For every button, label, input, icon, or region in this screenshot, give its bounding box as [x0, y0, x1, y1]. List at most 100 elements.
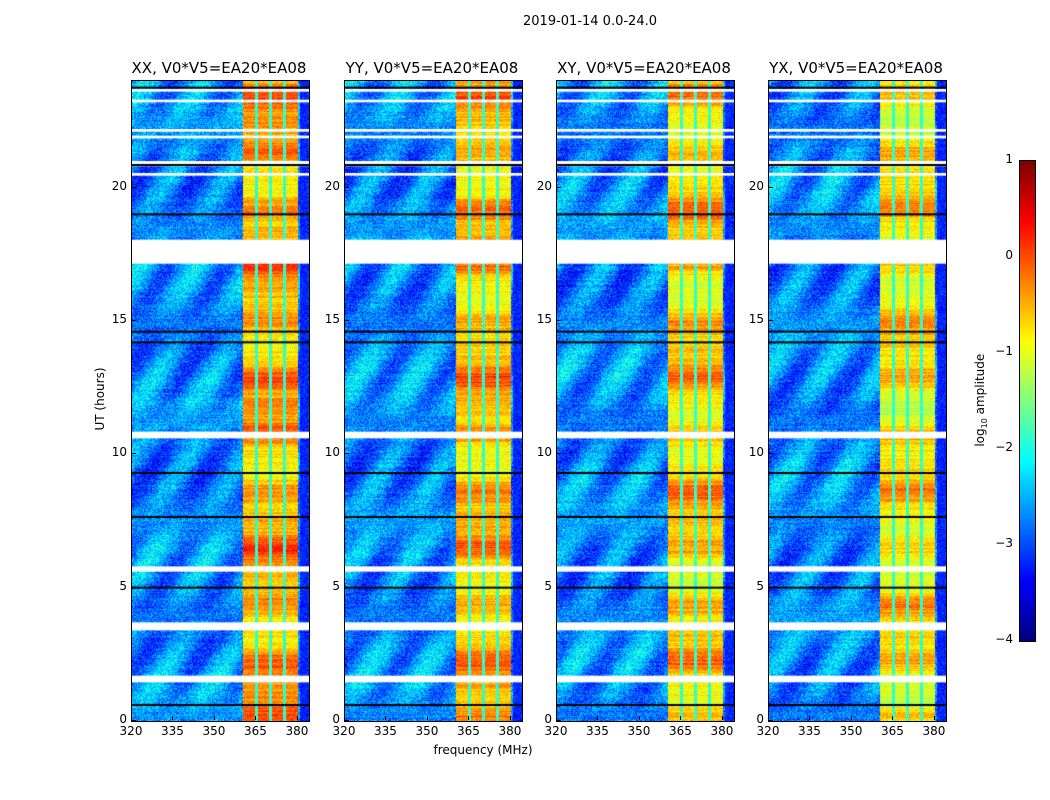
x-tick-mark	[255, 716, 257, 720]
x-tick-mark	[850, 716, 852, 720]
x-tick-label: 320	[332, 724, 356, 738]
x-tick-mark	[131, 716, 132, 720]
heatmap-image	[345, 81, 522, 721]
y-tick-label: 0	[756, 712, 764, 726]
x-tick-label: 380	[922, 724, 946, 738]
y-tick-mark	[132, 720, 136, 721]
x-tick-mark	[721, 716, 723, 720]
y-tick-label: 20	[748, 178, 764, 193]
x-tick-mark	[509, 716, 511, 720]
figure-title: 2019-01-14 0.0-24.0	[523, 14, 657, 29]
y-tick-mark	[345, 586, 349, 588]
y-tick-mark	[345, 320, 349, 321]
heatmap-image	[557, 81, 734, 721]
y-tick-mark	[345, 453, 349, 455]
x-tick-mark	[468, 716, 470, 720]
y-tick-mark	[769, 453, 773, 455]
x-tick-mark	[809, 716, 811, 720]
x-tick-label: 380	[710, 724, 734, 738]
x-tick-mark	[680, 716, 682, 720]
x-tick-label: 320	[756, 724, 780, 738]
x-tick-label: 380	[285, 724, 309, 738]
y-tick-label: 10	[748, 445, 764, 460]
y-tick-mark	[132, 320, 136, 321]
x-axis-label: frequency (MHz)	[433, 743, 533, 757]
panel-title: YX, V0*V5=EA20*EA08	[769, 59, 943, 77]
x-tick-mark	[385, 716, 387, 720]
x-tick-label: 320	[544, 724, 568, 738]
x-tick-label: 320	[119, 724, 143, 738]
y-axis-label: UT (hours)	[93, 367, 107, 431]
y-tick-mark	[557, 320, 561, 321]
y-tick-label: 20	[111, 178, 127, 193]
y-tick-label: 15	[111, 312, 127, 326]
y-tick-label: 10	[324, 445, 340, 460]
x-tick-label: 350	[202, 724, 226, 738]
y-tick-label: 10	[111, 445, 127, 460]
y-tick-mark	[769, 586, 773, 588]
y-tick-label: 5	[544, 578, 552, 593]
y-tick-label: 5	[332, 578, 340, 593]
colorbar-tick-label: 1	[1005, 152, 1013, 166]
y-tick-label: 0	[332, 712, 340, 726]
x-tick-mark	[768, 716, 769, 720]
y-tick-label: 5	[756, 578, 764, 593]
colorbar-tick-label: −4	[995, 632, 1013, 646]
x-tick-mark	[597, 716, 599, 720]
x-tick-mark	[892, 716, 894, 720]
panel-title: YY, V0*V5=EA20*EA08	[345, 59, 519, 77]
y-tick-mark	[769, 720, 773, 721]
y-tick-mark	[132, 453, 136, 455]
y-tick-mark	[769, 186, 773, 188]
y-tick-label: 20	[324, 178, 340, 193]
x-tick-label: 350	[415, 724, 439, 738]
heatmap-panel	[344, 80, 523, 722]
y-tick-mark	[345, 720, 349, 721]
x-tick-mark	[213, 716, 215, 720]
colorbar-tick-label: 0	[1005, 248, 1013, 262]
x-tick-label: 365	[881, 724, 904, 738]
y-tick-label: 10	[536, 445, 552, 460]
x-tick-mark	[933, 716, 935, 720]
x-tick-label: 380	[498, 724, 522, 738]
x-tick-label: 365	[244, 724, 267, 738]
y-tick-mark	[132, 186, 136, 188]
x-tick-label: 335	[798, 724, 821, 738]
panel-title: XY, V0*V5=EA20*EA08	[557, 59, 731, 77]
y-tick-mark	[557, 720, 561, 721]
heatmap-image	[769, 81, 946, 721]
x-tick-label: 335	[161, 724, 184, 738]
x-tick-label: 365	[457, 724, 480, 738]
heatmap-image	[132, 81, 309, 721]
y-tick-label: 20	[536, 178, 552, 193]
colorbar-tick-label: −3	[995, 536, 1013, 550]
y-tick-label: 0	[544, 712, 552, 726]
panel-title: XX, V0*V5=EA20*EA08	[131, 59, 307, 77]
heatmap-panel	[556, 80, 735, 722]
x-tick-mark	[172, 716, 174, 720]
x-tick-label: 365	[669, 724, 692, 738]
x-tick-label: 350	[627, 724, 651, 738]
colorbar-tick-label: −2	[995, 440, 1013, 454]
y-tick-label: 0	[119, 712, 127, 726]
colorbar-tick-label: −1	[995, 344, 1013, 358]
y-tick-mark	[557, 586, 561, 588]
x-tick-mark	[556, 716, 557, 720]
x-tick-mark	[344, 716, 345, 720]
heatmap-panel	[131, 80, 310, 722]
y-tick-label: 15	[324, 312, 340, 326]
y-tick-mark	[557, 453, 561, 455]
y-tick-mark	[557, 186, 561, 188]
x-tick-label: 350	[839, 724, 863, 738]
y-tick-mark	[345, 186, 349, 188]
y-tick-label: 5	[119, 578, 127, 593]
x-tick-mark	[426, 716, 428, 720]
x-tick-label: 335	[586, 724, 609, 738]
x-tick-label: 335	[374, 724, 397, 738]
y-tick-label: 15	[536, 312, 552, 326]
x-tick-mark	[638, 716, 640, 720]
y-tick-mark	[769, 320, 773, 321]
y-tick-mark	[132, 586, 136, 588]
colorbar	[1019, 160, 1036, 642]
